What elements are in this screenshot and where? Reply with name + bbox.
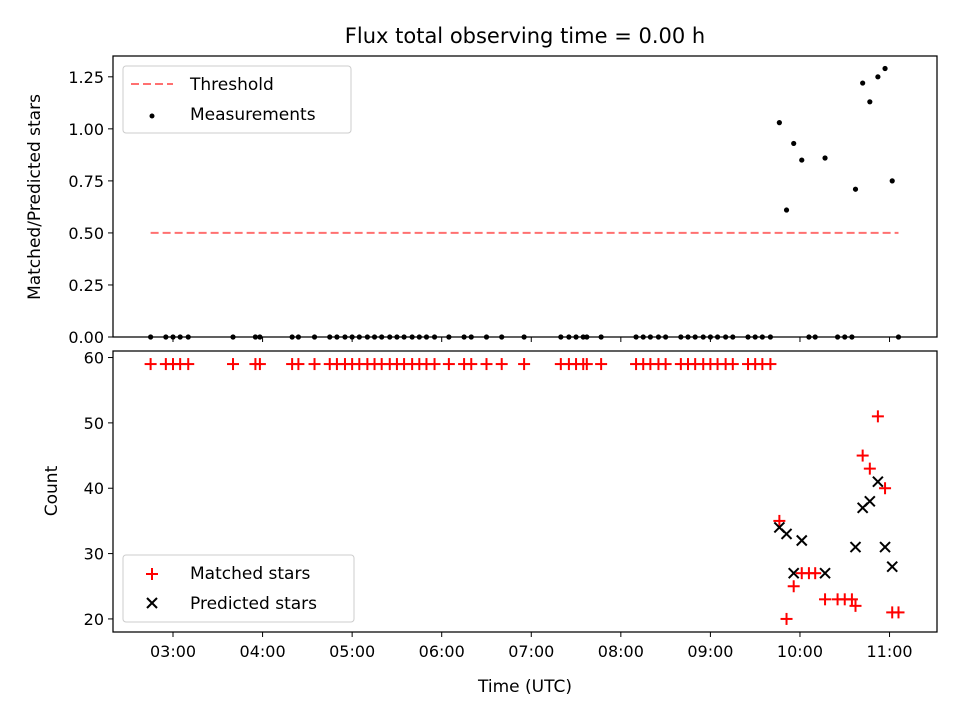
figure-title: Flux total observing time = 0.00 h [345, 24, 705, 48]
predicted-star-marker [879, 541, 891, 553]
matched-star-marker [809, 567, 822, 580]
threshold-legend-label: Threshold [189, 75, 274, 95]
measurement-point [882, 65, 888, 72]
matched-star-marker [308, 358, 321, 371]
predicted-star-marker [886, 560, 898, 573]
matched-star-marker [442, 358, 455, 371]
time-x-tick-label: 05:00 [329, 642, 375, 661]
predicted-star-marker [819, 567, 831, 579]
matched-star-marker [764, 358, 777, 371]
ratio-y-tick-label: 0.00 [68, 328, 104, 347]
matched-star-marker [144, 358, 157, 371]
measurement-point [889, 178, 895, 184]
matched-star-marker [726, 358, 739, 371]
time-x-axis-label: Time (UTC) [477, 677, 572, 697]
predicted-legend-swatch [146, 597, 158, 609]
count-y-axis-label: Count [42, 465, 62, 516]
count-legend-box [122, 554, 355, 623]
measurement-point [867, 99, 873, 105]
matched-star-marker [856, 449, 869, 462]
predicted-star-marker [796, 534, 808, 547]
matched-star-marker [787, 580, 800, 593]
matched-star-marker [465, 358, 478, 371]
ratio-plot-frame [112, 55, 938, 338]
count-y-tick-label: 20 [84, 610, 104, 629]
ratio-y-tick-label: 0.75 [68, 172, 104, 191]
measurement-point [776, 120, 782, 126]
time-x-tick-label: 09:00 [687, 642, 733, 661]
measurement-point [852, 186, 859, 192]
matched-star-marker [879, 482, 892, 495]
ratio-y-tick-label: 0.25 [68, 276, 104, 295]
matched-star-marker [227, 358, 240, 371]
matched-star-marker [428, 358, 441, 371]
matched-star-marker [863, 462, 876, 475]
time-x-tick-label: 07:00 [508, 642, 554, 661]
matched-star-marker [595, 358, 608, 371]
count-legend: Matched stars Predicted stars [122, 554, 355, 623]
matched-star-marker [580, 358, 593, 371]
matched-star-marker [518, 358, 531, 371]
matched-star-marker [845, 593, 858, 606]
measurement-point [875, 74, 881, 80]
time-x-tick-label: 06:00 [419, 642, 465, 661]
matched-star-marker [253, 358, 266, 371]
count-panel: 20 30 40 50 60 03:00 04:00 05:00 06:00 07:00 08:00… [42, 349, 938, 697]
matched-legend-label: Matched stars [190, 564, 310, 584]
matched-star-marker [871, 410, 884, 423]
measurement-point [822, 155, 828, 161]
ratio-y-tick-label: 1.25 [68, 68, 104, 87]
matched-star-marker [495, 358, 508, 371]
ratio-y-tick-label: 0.50 [68, 224, 104, 243]
measurement-point [799, 157, 805, 163]
ratio-panel: 0.00 0.25 0.50 0.75 1.00 1.25 Matched/Predict… [25, 55, 938, 347]
matched-legend-swatch [146, 568, 158, 580]
matched-star-marker [849, 599, 862, 612]
predicted-star-marker [864, 495, 876, 508]
ratio-y-tick-label: 1.00 [68, 120, 104, 139]
predicted-star-marker [849, 541, 862, 553]
matched-star-marker [182, 358, 195, 371]
predicted-star-marker [787, 567, 800, 579]
ratio-legend: Threshold Measurements [122, 65, 352, 134]
measurement-point [783, 207, 790, 213]
time-x-tick-label: 04:00 [240, 642, 286, 661]
predicted-legend-label: Predicted stars [190, 594, 317, 614]
time-x-tick-label: 10:00 [777, 642, 823, 661]
matched-star-marker [892, 606, 905, 619]
measurements-legend-label: Measurements [190, 105, 316, 125]
count-y-tick-label: 50 [84, 414, 104, 433]
count-y-tick-label: 30 [84, 545, 104, 564]
matched-star-marker [292, 358, 305, 371]
matched-star-marker [480, 358, 493, 371]
count-y-tick-label: 40 [84, 479, 104, 498]
count-y-tick-label: 60 [84, 349, 104, 368]
matched-star-marker [780, 612, 793, 625]
predicted-star-marker [872, 475, 884, 488]
predicted-star-marker [780, 528, 793, 540]
matched-star-marker [659, 358, 672, 371]
count-plot-frame [112, 350, 938, 633]
matched-star-marker [819, 593, 832, 606]
time-x-tick-label: 11:00 [866, 642, 912, 661]
time-x-tick-label: 03:00 [150, 642, 196, 661]
ratio-y-axis-label: Matched/Predicted stars [25, 94, 45, 300]
measurements-legend-swatch [149, 113, 155, 119]
measurement-point [860, 80, 866, 86]
time-x-tick-label: 08:00 [598, 642, 644, 661]
matched-star-marker [773, 514, 786, 527]
measurement-point [791, 140, 797, 147]
ratio-legend-box [122, 65, 352, 134]
